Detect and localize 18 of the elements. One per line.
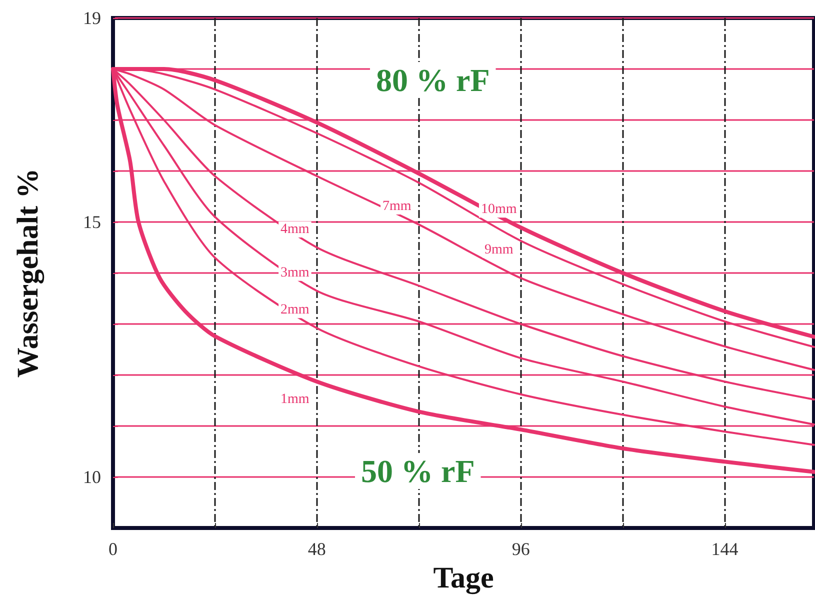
x-tick-label: 48 <box>308 539 326 559</box>
x-tick-label: 144 <box>711 539 738 559</box>
series-label: 4mm <box>280 222 310 237</box>
annotation: 50 % rF <box>361 453 475 489</box>
series-label: 7mm <box>382 199 412 214</box>
series-label: 9mm <box>484 242 514 258</box>
y-tick-label: 15 <box>83 212 101 232</box>
x-axis-title: Tage <box>433 561 494 594</box>
y-tick-label: 19 <box>83 8 101 28</box>
x-tick-label: 96 <box>512 539 530 559</box>
y-axis-title: Wassergehalt % <box>12 168 44 378</box>
series-label: 2mm <box>280 302 310 318</box>
y-tick-label: 10 <box>83 467 101 487</box>
series-label: 10mm <box>480 202 517 218</box>
x-tick-label: 0 <box>108 539 118 559</box>
series-label: 1mm <box>280 392 310 408</box>
series-label: 3mm <box>280 265 310 280</box>
annotation: 80 % rF <box>376 62 490 98</box>
